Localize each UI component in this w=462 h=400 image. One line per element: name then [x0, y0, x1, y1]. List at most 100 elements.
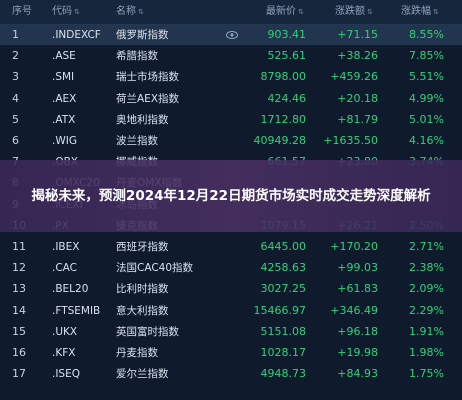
row-change-pct: 2.38%	[409, 261, 444, 275]
row-name: 奥地利指数	[116, 113, 169, 126]
table-row[interactable]: 2 .ASE 希腊指数 525.61 +38.26 7.85%	[0, 46, 462, 66]
table-row[interactable]: 6 .WIG 波兰指数 40949.28 +1635.50 4.16%	[0, 131, 462, 151]
sort-arrows-icon[interactable]: ⇅	[74, 8, 80, 16]
row-code: .AEX	[52, 92, 77, 105]
row-name: 波兰指数	[116, 135, 158, 147]
headline-banner: 揭秘未来，预测2024年12月22日期货市场实时成交走势深度解析	[0, 160, 462, 232]
row-name: 丹麦指数	[116, 347, 158, 359]
row-change-pct: 4.16%	[409, 134, 444, 147]
row-change: +71.15	[337, 28, 378, 41]
row-name: 法国CAC40指数	[116, 262, 194, 275]
row-change: +459.26	[330, 70, 378, 84]
row-price: 525.61	[267, 49, 307, 63]
row-code: .KFX	[52, 347, 76, 359]
table-header: 序号 代码 ⇅ 名称 ⇅ 最新价 ⇅ 涨跌额 ⇅ 涨跌幅 ⇅	[0, 0, 462, 25]
row-change-pct: 5.01%	[409, 112, 444, 126]
row-change: +99.03	[337, 261, 378, 275]
row-price: 5151.08	[260, 324, 307, 338]
row-code: .CAC	[52, 262, 77, 275]
row-price: 903.41	[267, 28, 307, 41]
row-change-pct: 2.71%	[409, 240, 444, 253]
table-row[interactable]: 14 .FTSEMIB 意大利指数 15466.97 +346.49 2.29%	[0, 301, 462, 321]
row-name: 比利时指数	[116, 283, 169, 296]
row-name: 意大利指数	[116, 304, 169, 317]
column-header-index[interactable]: 序号	[12, 6, 32, 17]
column-header-change-pct[interactable]: 涨跌幅 ⇅	[401, 6, 439, 17]
row-change: +81.79	[337, 112, 378, 126]
row-index: 4	[12, 91, 19, 105]
row-change-pct: 4.99%	[409, 91, 444, 105]
sort-arrows-icon[interactable]: ⇅	[298, 8, 304, 16]
row-code: .FTSEMIB	[52, 304, 101, 317]
row-change-pct: 5.51%	[409, 70, 444, 84]
row-change: +346.49	[330, 303, 378, 317]
row-code: .SMI	[52, 71, 75, 84]
row-change: +20.18	[337, 91, 378, 105]
row-change-pct: 7.85%	[409, 49, 444, 63]
row-change: +19.98	[337, 346, 378, 359]
column-header-change[interactable]: 涨跌额 ⇅	[335, 6, 373, 17]
row-change: +84.93	[337, 367, 378, 381]
sort-arrows-icon[interactable]: ⇅	[367, 8, 373, 16]
row-change: +61.83	[337, 282, 378, 296]
headline-text: 揭秘未来，预测2024年12月22日期货市场实时成交走势深度解析	[31, 188, 431, 204]
table-row[interactable]: 16 .KFX 丹麦指数 1028.17 +19.98 1.98%	[0, 343, 462, 363]
row-name: 瑞士市场指数	[116, 71, 179, 84]
row-price: 15466.97	[253, 303, 307, 317]
table-row[interactable]: 1 .INDEXCF 俄罗斯指数 903.41 +71.15 8.55%	[0, 25, 462, 45]
row-index: 6	[12, 134, 19, 147]
row-code: .ASE	[52, 50, 76, 63]
row-code: .IBEX	[52, 241, 80, 253]
row-name: 英国富时指数	[116, 325, 179, 338]
row-price: 4948.73	[260, 367, 307, 381]
table-row[interactable]: 17 .ISEQ 爱尔兰指数 4948.73 +84.93 1.75%	[0, 364, 462, 384]
table-row[interactable]: 11 .IBEX 西班牙指数 6445.00 +170.20 2.71%	[0, 237, 462, 257]
row-change-pct: 2.29%	[409, 303, 444, 317]
table-row[interactable]: 5 .ATX 奥地利指数 1712.80 +81.79 5.01%	[0, 110, 462, 130]
row-name: 希腊指数	[116, 50, 158, 63]
row-price: 1712.80	[260, 112, 307, 126]
row-price: 1028.17	[260, 346, 307, 359]
column-header-name[interactable]: 名称 ⇅	[116, 6, 144, 17]
row-change-pct: 2.09%	[409, 282, 444, 296]
table-row[interactable]: 12 .CAC 法国CAC40指数 4258.63 +99.03 2.38%	[0, 258, 462, 278]
row-index: 16	[12, 346, 26, 359]
row-price: 4258.63	[260, 261, 307, 275]
row-code: .ISEQ	[52, 368, 80, 381]
row-name: 俄罗斯指数	[116, 29, 169, 41]
row-price: 40949.28	[253, 134, 307, 147]
row-change-pct: 8.55%	[409, 28, 444, 41]
table-row[interactable]: 13 .BEL20 比利时指数 3027.25 +61.83 2.09%	[0, 279, 462, 299]
eye-icon[interactable]	[226, 30, 238, 40]
row-index: 14	[12, 303, 26, 317]
sort-arrows-icon[interactable]: ⇅	[138, 8, 144, 16]
column-header-price[interactable]: 最新价 ⇅	[266, 6, 304, 17]
row-index: 17	[12, 367, 26, 381]
row-price: 424.46	[267, 91, 307, 105]
row-change-pct: 1.98%	[409, 346, 444, 359]
row-change: +170.20	[330, 240, 378, 253]
row-name: 荷兰AEX指数	[116, 92, 180, 105]
row-name: 西班牙指数	[116, 241, 169, 253]
sort-arrows-icon[interactable]: ⇅	[433, 8, 439, 16]
row-code: .BEL20	[52, 283, 89, 296]
row-index: 3	[12, 70, 19, 84]
table-row[interactable]: 15 .UKX 英国富时指数 5151.08 +96.18 1.91%	[0, 322, 462, 342]
row-price: 6445.00	[260, 240, 307, 253]
row-index: 11	[12, 240, 26, 253]
row-change-pct: 1.75%	[409, 367, 444, 381]
row-price: 8798.00	[260, 70, 307, 84]
column-header-code[interactable]: 代码 ⇅	[52, 6, 80, 17]
row-index: 13	[12, 282, 26, 296]
row-code: .WIG	[52, 135, 77, 147]
row-code: .UKX	[52, 325, 78, 338]
row-code: .INDEXCF	[52, 29, 101, 41]
row-change-pct: 1.91%	[409, 324, 444, 338]
row-code: .ATX	[52, 113, 76, 126]
table-row[interactable]: 3 .SMI 瑞士市场指数 8798.00 +459.26 5.51%	[0, 67, 462, 87]
row-price: 3027.25	[260, 282, 307, 296]
row-index: 5	[12, 112, 19, 126]
row-index: 1	[12, 28, 19, 41]
table-row[interactable]: 4 .AEX 荷兰AEX指数 424.46 +20.18 4.99%	[0, 89, 462, 109]
row-index: 12	[12, 261, 26, 275]
